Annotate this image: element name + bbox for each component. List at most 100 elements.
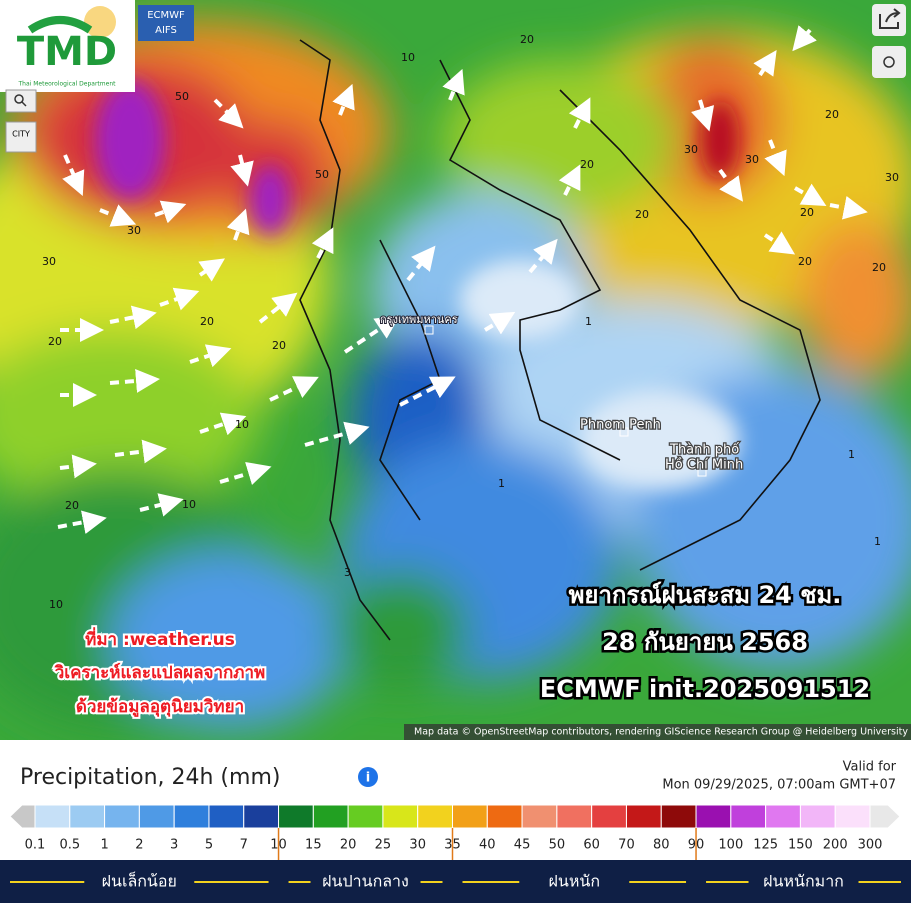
map-shape: ฝนเล็กน้อย ฝนปานกลาง ฝนหนัก ฝนหนักมาก — [10, 871, 901, 891]
colorbar-label: 1 — [100, 838, 108, 853]
contour-label: 20 — [580, 158, 594, 171]
map-shape — [619, 427, 629, 437]
colorbar-cell — [34, 804, 71, 829]
city-label: Phnom Penh — [580, 418, 661, 433]
colorbar-cell — [278, 804, 314, 829]
colorbar-cell — [521, 804, 558, 829]
map-shape — [154, 200, 187, 224]
colorbar-cell — [173, 804, 210, 829]
map-shape — [753, 50, 777, 77]
map-shape — [883, 56, 895, 68]
colorbar-label: 200 — [823, 838, 848, 853]
share-button[interactable] — [872, 4, 906, 36]
map-shape — [299, 39, 821, 641]
map-shape — [138, 5, 194, 41]
colorbar-label: 45 — [514, 838, 531, 853]
city-button[interactable]: CITY — [5, 121, 37, 153]
map-shape — [483, 311, 516, 335]
contour-label: 1 — [585, 315, 592, 328]
locate-button[interactable] — [872, 46, 906, 78]
colorbar-cell — [69, 804, 106, 829]
colorbar-label: 100 — [718, 838, 743, 853]
map-shape — [792, 25, 817, 52]
colorbar-label: 2 — [135, 838, 143, 853]
contour-label: 10 — [49, 598, 63, 611]
colorbar-label: 0.1 — [25, 838, 46, 853]
city-label: Thành phố — [669, 443, 739, 458]
colorbar-label: 60 — [583, 838, 600, 853]
colorbar-label: 3 — [170, 838, 178, 853]
colorbar-cell — [486, 804, 523, 829]
colorbar-cell — [208, 804, 245, 829]
map-shape — [57, 510, 107, 535]
colorbar-cell — [382, 804, 419, 829]
colorbar-label: 150 — [788, 838, 813, 853]
map-shape: พยากรณ์ฝนสะสม 24 ชม. 28 กันยายน 2568 ECM… — [537, 579, 872, 706]
colorbar-label: 70 — [618, 838, 635, 853]
contour-label: 10 — [235, 418, 249, 431]
colorbar-label: 50 — [549, 838, 566, 853]
colorbar-label: 20 — [340, 838, 357, 853]
valid-time: Mon 09/29/2025, 07:00am GMT+07 — [662, 778, 896, 793]
model-badge: ECMWF — [147, 10, 185, 21]
zoom-button[interactable] — [5, 89, 37, 113]
contour-label: 50 — [175, 90, 189, 103]
map-shape — [0, 860, 911, 903]
map-shape — [21, 101, 27, 107]
contour-label: 10 — [182, 498, 196, 511]
city-button-label: CITY — [12, 130, 30, 139]
map-shape — [84, 6, 116, 38]
map-shape — [110, 550, 350, 730]
map-shape — [691, 99, 715, 132]
model-badge: AIFS — [155, 25, 177, 36]
colorbar-cell — [138, 804, 175, 829]
colorbar-cell — [730, 804, 767, 829]
map-shape — [424, 325, 434, 335]
logo-title: TMD — [17, 29, 117, 75]
contour-label: 10 — [401, 51, 415, 64]
map-shape — [27, 16, 93, 34]
contour-label: 20 — [798, 255, 812, 268]
colorbar-label: 40 — [479, 838, 496, 853]
map-shape: ที่มา :weather.us วิเคราะห์และแปลผลจากภา… — [52, 625, 267, 720]
map-shape — [62, 154, 85, 197]
contour-labels: 50 30 30 20 20 20 10 20 10 10 50 10 20 20 20 30 30 20 30 20… — [42, 33, 899, 611]
city-label: กรุงเทพมหานคร — [380, 313, 458, 326]
map-shape — [406, 245, 436, 282]
colorbar-cell — [243, 804, 280, 829]
colorbar-cell — [452, 804, 488, 829]
map-shape — [226, 208, 250, 241]
map-shape — [59, 454, 97, 479]
map-shape — [99, 204, 137, 227]
colorbar-cell — [417, 804, 454, 829]
map-shape — [763, 231, 796, 255]
colorbar-cell — [660, 804, 697, 829]
map-shape — [0, 20, 911, 730]
map-shape — [404, 724, 911, 740]
contour-label: 1 — [848, 448, 855, 461]
colorbar-label: 15 — [305, 838, 322, 853]
map-shape — [269, 376, 319, 402]
map-shape — [442, 68, 465, 101]
colorbar-label: 25 — [375, 838, 392, 853]
map-shape — [528, 238, 558, 274]
colorbar-label: 0.5 — [59, 838, 80, 853]
logo-subtitle: Thai Meteorological Department — [18, 81, 117, 88]
map-shape — [198, 258, 225, 282]
map-shape — [109, 305, 157, 330]
colorbar-cell — [869, 804, 901, 829]
colorbar-cell — [591, 804, 627, 829]
map-shape — [568, 97, 591, 129]
overlay-model: ECMWF init.2025091512 — [540, 675, 870, 703]
colorbar-cell — [765, 804, 801, 829]
contour-label: 30 — [127, 224, 141, 237]
map-shape — [250, 165, 290, 235]
map-shape — [189, 344, 232, 368]
contour-label: 20 — [200, 315, 214, 328]
colorbar-cell — [799, 804, 836, 829]
category-label: ฝนหนัก — [549, 872, 600, 891]
map-shape — [5, 121, 37, 153]
attribution: Map data © OpenStreetMap contributors, r… — [414, 727, 908, 738]
map-shape — [95, 80, 165, 200]
